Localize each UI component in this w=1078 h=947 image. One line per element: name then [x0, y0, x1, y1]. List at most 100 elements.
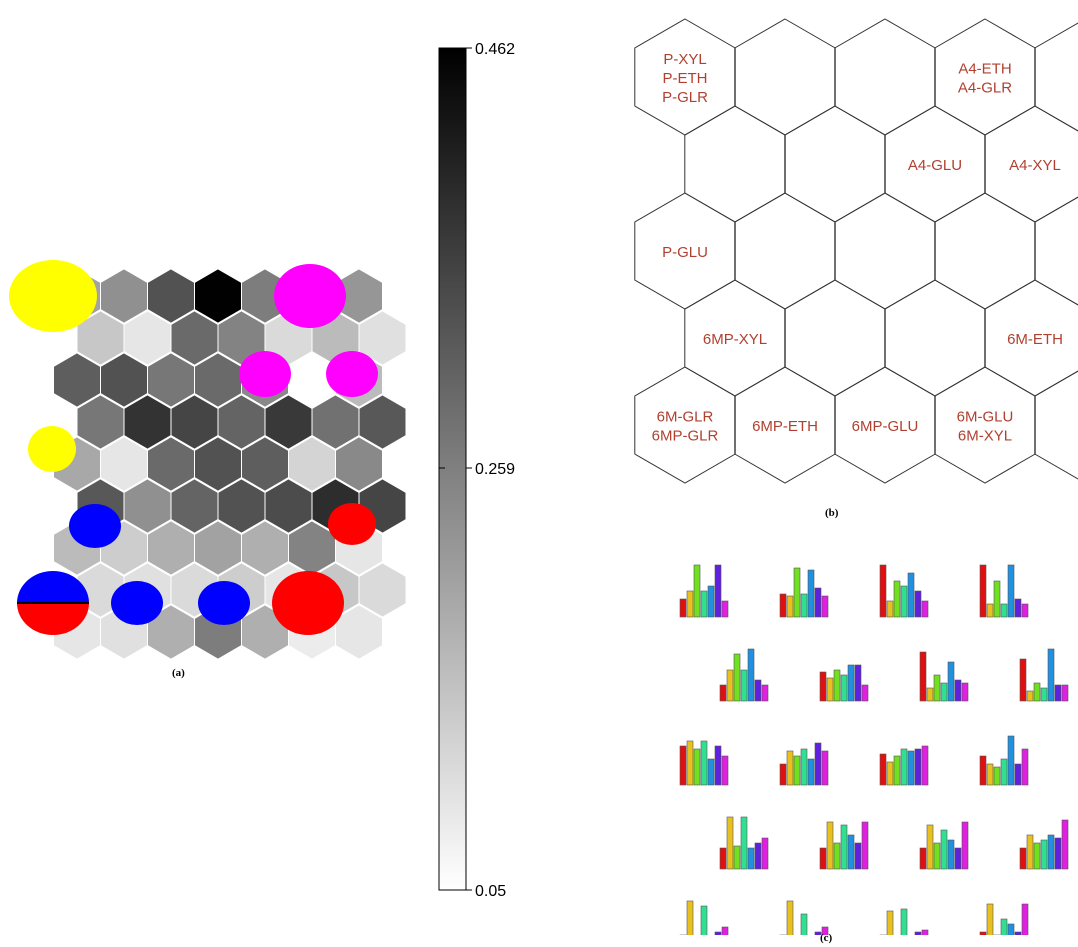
umatrix-hex-cell	[124, 395, 171, 449]
panel-c-bar-glyphs	[679, 564, 1069, 935]
umatrix-hex-cell	[195, 269, 241, 323]
glyph-bar	[840, 674, 848, 702]
glyph-bar	[1054, 684, 1062, 702]
umatrix-hex-cell	[359, 395, 406, 449]
umatrix-hex-cell	[312, 395, 359, 449]
glyph-bar	[954, 679, 962, 702]
bar-glyph	[679, 740, 729, 786]
hex-cell	[834, 18, 936, 136]
glyph-bar	[1047, 648, 1055, 702]
glyph-bar	[740, 816, 748, 870]
colorbar-min-label: 0.05	[475, 883, 506, 900]
glyph-bar	[779, 763, 787, 786]
cell-label: 6M-ETH	[1007, 331, 1063, 348]
glyph-bar	[826, 821, 834, 870]
red-marker	[272, 571, 344, 635]
glyph-bar	[814, 931, 822, 935]
hex-cell	[784, 105, 886, 223]
bar-glyph	[819, 664, 869, 702]
glyph-bar	[754, 679, 762, 702]
bar-glyph	[779, 900, 829, 935]
glyph-bar	[719, 847, 727, 870]
colorbar-max-label: 0.462	[475, 41, 515, 58]
cell-label: P-XYL	[663, 51, 706, 68]
glyph-bar	[686, 740, 694, 786]
glyph-bar	[707, 758, 715, 786]
glyph-bar	[814, 587, 822, 618]
umatrix-hex-cell	[195, 353, 241, 407]
glyph-bar	[747, 847, 755, 870]
yellow-marker	[9, 260, 97, 332]
hex-cell	[884, 279, 986, 397]
glyph-bar	[761, 684, 769, 702]
glyph-bar	[819, 847, 827, 870]
glyph-bar	[921, 745, 929, 786]
glyph-bar	[686, 900, 694, 935]
glyph-bar	[914, 931, 922, 935]
glyph-bar	[1000, 758, 1008, 786]
glyph-bar	[1019, 658, 1027, 702]
glyph-bar	[926, 824, 934, 870]
glyph-bar	[840, 824, 848, 870]
hex-grid	[634, 18, 1078, 484]
glyph-bar	[921, 600, 929, 618]
glyph-bar	[721, 755, 729, 786]
glyph-bar	[961, 682, 969, 702]
bar-glyph	[1019, 648, 1069, 702]
bar-glyph	[879, 908, 929, 935]
umatrix-hex-cell	[101, 353, 147, 407]
glyph-bar	[921, 929, 929, 935]
glyph-bar	[1021, 748, 1029, 786]
colorbar-mid-label: 0.259	[475, 461, 515, 478]
umatrix-hex-cell	[171, 479, 218, 533]
umatrix-hex-cell	[359, 311, 406, 365]
glyph-bar	[1000, 918, 1008, 935]
glyph-bar	[733, 845, 741, 870]
glyph-bar	[986, 903, 994, 935]
umatrix-hex-cell	[289, 437, 335, 491]
cell-label: A4-XYL	[1009, 157, 1061, 174]
glyph-bar	[821, 926, 829, 935]
glyph-bar	[814, 742, 822, 786]
umatrix-hex-cell	[148, 521, 194, 575]
glyph-bar	[847, 664, 855, 702]
glyph-bar	[714, 931, 722, 935]
glyph-bar	[926, 687, 934, 702]
glyph-bar	[821, 750, 829, 786]
glyph-bar	[879, 753, 887, 786]
glyph-bar	[907, 572, 915, 618]
glyph-bar	[1040, 687, 1048, 702]
glyph-bar	[1007, 564, 1015, 618]
blue-marker	[69, 504, 121, 548]
glyph-bar	[961, 821, 969, 870]
bar-glyph	[719, 648, 769, 702]
cell-labels: P-XYL P-ETH P-GLR A4-ETH A4-GLR A4-GLU A4-XYL P…	[652, 51, 1063, 445]
glyph-bar	[700, 740, 708, 786]
umatrix-hex-cell	[148, 269, 194, 323]
umatrix-hex-cell	[289, 521, 335, 575]
glyph-bar	[919, 651, 927, 702]
umatrix-hex-cell	[171, 311, 218, 365]
glyph-bar	[800, 593, 808, 618]
glyph-bar	[793, 755, 801, 786]
cell-label: P-GLU	[662, 244, 708, 261]
hex-cell	[684, 105, 786, 223]
umatrix-hex-cell	[124, 479, 171, 533]
bar-glyph	[879, 745, 929, 786]
bar-glyph	[819, 821, 869, 870]
glyph-bar	[847, 834, 855, 870]
glyph-bar	[886, 600, 894, 618]
glyph-bar	[1054, 837, 1062, 870]
glyph-bar	[1000, 603, 1008, 618]
glyph-bar	[886, 761, 894, 786]
colorbar: 0.462 0.259 0.05	[438, 41, 515, 900]
glyph-bar	[786, 750, 794, 786]
glyph-bar	[947, 661, 955, 702]
glyph-bar	[1026, 690, 1034, 702]
magenta-marker	[274, 264, 346, 328]
glyph-bar	[700, 590, 708, 618]
glyph-bar	[893, 580, 901, 618]
hex-cell	[784, 279, 886, 397]
panel-a-umatrix	[9, 260, 406, 659]
umatrix-hex-cell	[242, 437, 288, 491]
